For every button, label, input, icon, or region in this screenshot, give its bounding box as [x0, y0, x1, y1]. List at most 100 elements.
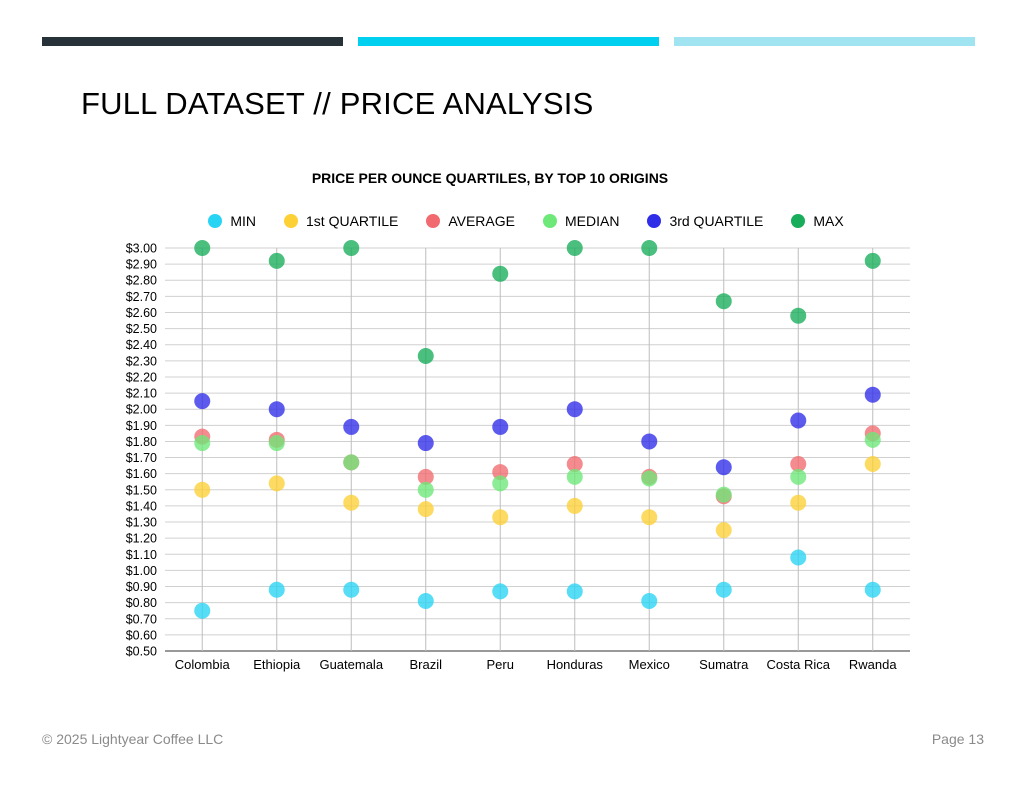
y-tick-label: $2.00 [126, 403, 157, 417]
legend-label: 3rd QUARTILE [669, 213, 764, 229]
data-point-median [641, 470, 658, 487]
data-point-1st-quartile [268, 475, 285, 492]
data-point-min [343, 581, 360, 598]
y-tick-label: $2.20 [126, 370, 157, 384]
legend-item-1st-quartile: 1st QUARTILE [284, 213, 398, 229]
data-point-1st-quartile [343, 494, 360, 511]
data-point-average [492, 464, 509, 481]
y-tick-label: $1.00 [126, 564, 157, 578]
y-tick-label: $1.80 [126, 435, 157, 449]
data-point-median [194, 435, 211, 452]
x-tick-label: Colombia [175, 657, 231, 672]
y-tick-label: $0.90 [126, 580, 157, 594]
data-point-1st-quartile [417, 501, 434, 518]
legend-label: MAX [813, 213, 844, 229]
x-tick-label: Ethiopia [253, 657, 301, 672]
y-tick-label: $2.10 [126, 387, 157, 401]
data-point-1st-quartile [864, 456, 881, 473]
legend-swatch [284, 214, 298, 228]
data-point-median [492, 475, 509, 492]
legend-label: AVERAGE [448, 213, 515, 229]
data-point-average [417, 468, 434, 485]
data-point-min [268, 581, 285, 598]
x-tick-label: Peru [487, 657, 514, 672]
data-point-median [417, 481, 434, 498]
legend-swatch [647, 214, 662, 228]
data-point-3rd-quartile [790, 412, 807, 429]
data-point-min [864, 581, 881, 598]
data-point-1st-quartile [492, 509, 509, 526]
y-tick-label: $1.20 [126, 532, 157, 546]
data-point-min [194, 602, 211, 619]
y-tick-label: $1.40 [126, 499, 157, 513]
legend-swatch [208, 214, 223, 228]
data-point-max [268, 252, 285, 269]
data-point-1st-quartile [641, 509, 658, 526]
data-point-3rd-quartile [641, 433, 658, 450]
data-point-max [343, 240, 360, 256]
y-tick-label: $0.80 [126, 596, 157, 610]
y-tick-label: $2.30 [126, 354, 157, 368]
y-tick-label: $2.60 [126, 306, 157, 320]
data-point-1st-quartile [566, 497, 583, 514]
data-point-1st-quartile [194, 481, 211, 498]
data-point-max [492, 265, 509, 282]
legend-swatch [426, 214, 441, 228]
data-point-3rd-quartile [492, 418, 509, 435]
chart-legend: MIN 1st QUARTILE AVERAGE MEDIAN 3rd QUARTILE… [0, 213, 1024, 229]
header-bar-light-cyan [674, 37, 975, 46]
data-point-median [566, 468, 583, 485]
data-point-average [790, 456, 807, 473]
data-point-3rd-quartile [417, 435, 434, 452]
y-tick-label: $3.00 [126, 242, 157, 256]
legend-item-3rd-quartile: 3rd QUARTILE [647, 213, 763, 229]
legend-label: MEDIAN [564, 213, 620, 229]
data-point-max [566, 240, 583, 256]
y-tick-label: $2.90 [126, 258, 157, 272]
y-tick-label: $1.90 [126, 419, 157, 433]
data-point-median [790, 468, 807, 485]
data-point-max [194, 240, 211, 256]
y-tick-label: $0.50 [126, 645, 157, 659]
y-tick-label: $2.70 [126, 290, 157, 304]
data-point-min [641, 593, 658, 610]
data-point-min [417, 593, 434, 610]
data-point-median [343, 454, 360, 471]
data-point-3rd-quartile [715, 459, 732, 476]
y-tick-label: $1.70 [126, 451, 157, 465]
data-point-1st-quartile [715, 522, 732, 539]
data-point-3rd-quartile [566, 401, 583, 418]
x-tick-label: Costa Rica [766, 657, 830, 672]
y-tick-label: $2.50 [126, 322, 157, 336]
x-tick-label: Honduras [547, 657, 604, 672]
chart-title: PRICE PER OUNCE QUARTILES, BY TOP 10 ORI… [311, 170, 669, 186]
y-tick-label: $0.70 [126, 612, 157, 626]
data-point-average [566, 456, 583, 473]
header-bar-dark [42, 37, 343, 46]
copyright-footer: © 2025 Lightyear Coffee LLC [42, 731, 224, 747]
legend-item-median: MEDIAN [542, 213, 620, 229]
data-point-min [566, 583, 583, 600]
legend-swatch [542, 214, 557, 228]
y-tick-label: $1.30 [126, 516, 157, 530]
data-point-max [790, 307, 807, 324]
data-point-3rd-quartile [864, 386, 881, 403]
y-tick-label: $2.80 [126, 274, 157, 288]
x-tick-label: Brazil [409, 657, 442, 672]
y-tick-label: $0.60 [126, 628, 157, 642]
legend-item-min: MIN [208, 213, 256, 229]
data-point-max [715, 293, 732, 310]
data-point-1st-quartile [790, 494, 807, 511]
legend-label: MIN [230, 213, 256, 229]
legend-swatch [791, 214, 806, 228]
legend-label: 1st QUARTILE [306, 213, 399, 229]
y-tick-label: $1.50 [126, 483, 157, 497]
x-tick-label: Sumatra [699, 657, 749, 672]
page-title: FULL DATASET // PRICE ANALYSIS [81, 86, 594, 121]
data-point-max [641, 240, 658, 256]
data-point-median [864, 431, 881, 448]
data-point-3rd-quartile [194, 393, 211, 410]
data-point-min [790, 549, 807, 566]
data-point-3rd-quartile [343, 418, 360, 435]
